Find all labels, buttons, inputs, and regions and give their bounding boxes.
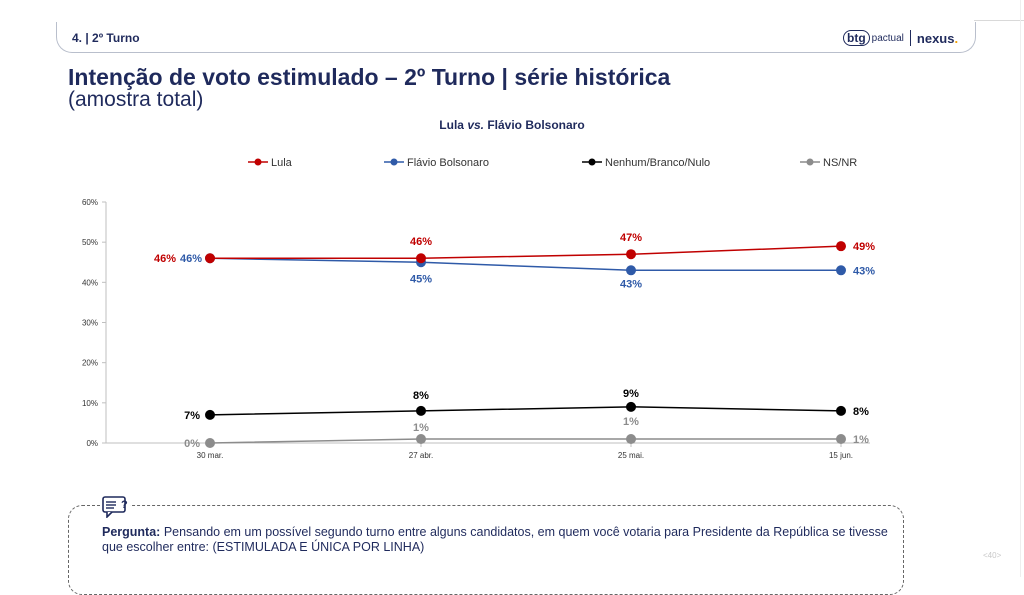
pactual-logo-text: pactual	[871, 32, 904, 44]
series-line-0	[210, 245, 842, 259]
chat-question-icon: ?	[102, 496, 130, 519]
y-tick-label-5: 50%	[82, 238, 98, 247]
data-point-1-2	[626, 265, 636, 276]
legend-label-3: NS/NR	[823, 157, 857, 169]
data-label-0-1: 46%	[410, 236, 432, 248]
page-number: <40>	[983, 551, 1002, 560]
data-label-1-3: 43%	[853, 265, 875, 277]
page-subtitle: (amostra total)	[68, 88, 204, 111]
data-point-0-1	[416, 253, 426, 264]
decorative-line	[974, 20, 1024, 21]
data-label-0-0: 46%	[154, 253, 176, 265]
brand-separator	[909, 30, 911, 46]
data-label-3-0: 0%	[184, 438, 200, 450]
chart-heading-name1: Lula	[439, 118, 468, 132]
data-label-2-2: 9%	[623, 388, 639, 400]
question-text: Pergunta: Pensando em um possível segund…	[102, 525, 902, 555]
data-point-0-2	[626, 249, 636, 260]
legend-marker-0	[254, 158, 262, 166]
data-point-0-0	[205, 253, 215, 264]
series-line-2	[209, 406, 842, 416]
section-label: 4. | 2º Turno	[72, 31, 140, 45]
legend-label-1: Flávio Bolsonaro	[407, 157, 489, 169]
data-point-2-3	[836, 405, 846, 416]
x-tick-label-3: 15 jun.	[829, 451, 853, 460]
svg-text:?: ?	[121, 499, 128, 511]
nexus-logo: nexus	[916, 30, 955, 46]
data-label-2-3: 8%	[853, 406, 869, 418]
chart-heading-name2: Flávio Bolsonaro	[484, 118, 585, 132]
legend-marker-1	[390, 158, 398, 166]
nexus-logo-dot: .	[954, 30, 959, 46]
y-tick-label-6: 60%	[82, 198, 98, 207]
data-label-1-1: 45%	[410, 273, 432, 285]
data-point-0-3	[836, 241, 846, 252]
data-point-2-1	[416, 405, 426, 416]
data-point-2-0	[205, 409, 215, 420]
legend-marker-3	[806, 158, 814, 166]
data-point-3-3	[836, 433, 846, 444]
data-label-3-2: 1%	[623, 416, 639, 428]
line-chart: Lula Flávio Bolsonaro Nenhum/Branco/Nulo NS…	[82, 157, 875, 460]
legend-label-2: Nenhum/Branco/Nulo	[605, 157, 710, 169]
y-tick-label-0: 0%	[86, 439, 98, 448]
data-point-2-2	[626, 401, 636, 412]
y-tick-label-3: 30%	[82, 319, 98, 328]
data-label-1-0: 46%	[180, 253, 202, 265]
y-tick-label-2: 20%	[82, 359, 98, 368]
x-tick-label-2: 25 mai.	[618, 451, 644, 460]
legend-label-0: Lula	[271, 157, 293, 169]
data-label-0-2: 47%	[620, 232, 642, 244]
legend-marker-2	[588, 158, 596, 166]
btg-logo: btg	[843, 30, 870, 46]
chart-heading: Lula vs. Flávio Bolsonaro	[0, 118, 1024, 132]
data-label-3-1: 1%	[413, 422, 429, 434]
series-line-3	[209, 438, 841, 444]
chart-heading-vs: vs.	[467, 118, 484, 132]
question-label: Pergunta:	[102, 525, 161, 539]
page-edge	[1020, 0, 1021, 577]
data-label-0-3: 49%	[853, 241, 875, 253]
data-label-2-1: 8%	[413, 390, 429, 402]
header-bar	[56, 22, 976, 53]
x-tick-label-0: 30 mar.	[197, 451, 224, 460]
y-tick-label-1: 10%	[82, 399, 98, 408]
data-point-3-0	[205, 438, 215, 448]
data-label-2-0: 7%	[184, 410, 200, 422]
data-point-3-2	[626, 433, 636, 444]
series-line-1	[209, 257, 841, 272]
brand-logos: btg pactual nexus.	[843, 28, 958, 48]
question-body: Pensando em um possível segundo turno en…	[102, 525, 888, 554]
data-point-3-1	[416, 433, 426, 444]
page-title: Intenção de voto estimulado – 2º Turno |…	[68, 64, 671, 90]
data-label-3-3: 1%	[853, 434, 869, 446]
x-tick-label-1: 27 abr.	[409, 451, 433, 460]
data-label-1-2: 43%	[620, 278, 642, 290]
y-tick-label-4: 40%	[82, 278, 98, 287]
data-point-1-3	[836, 265, 846, 276]
